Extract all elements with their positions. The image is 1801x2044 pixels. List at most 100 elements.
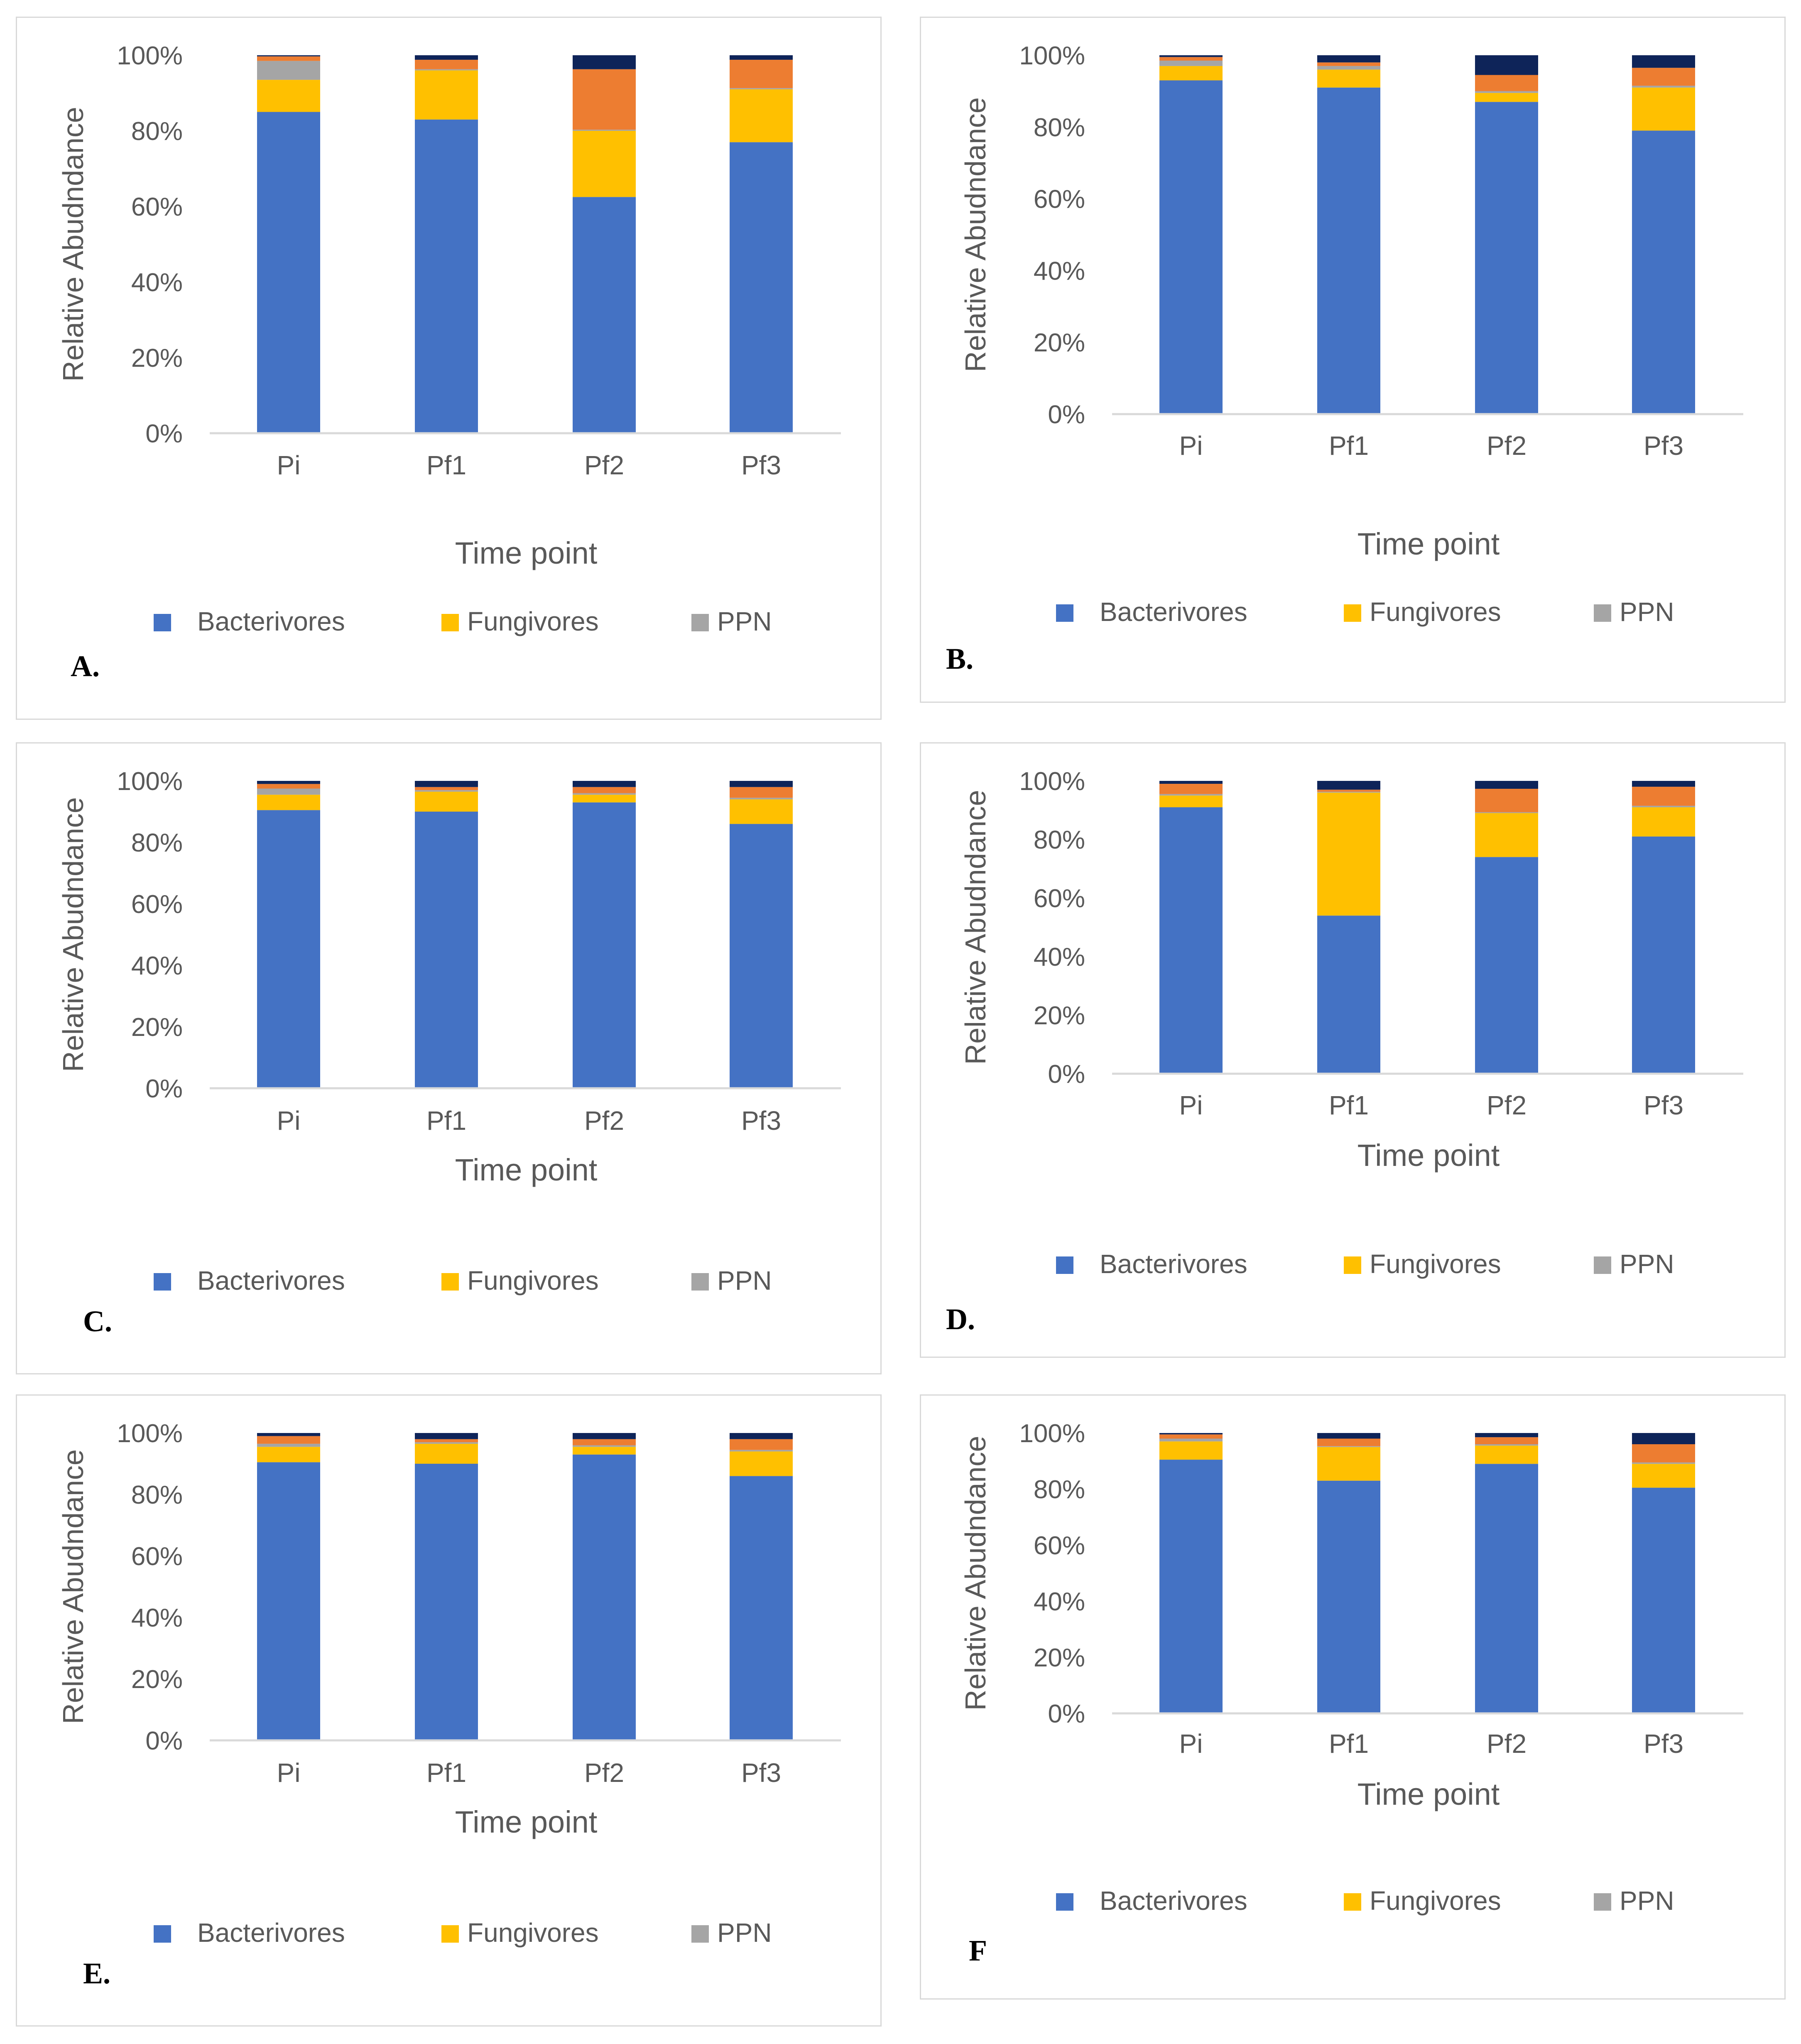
category-label: Pf2	[584, 1106, 624, 1136]
bar-ppn-pi	[257, 1443, 320, 1447]
bar-fungivores-pf3	[730, 799, 793, 824]
bar-omnivores-pi	[1159, 1434, 1223, 1439]
legend-label-ppn: PPN	[1620, 1886, 1674, 1916]
bar-fungivores-pf2	[1475, 93, 1538, 102]
bar-omnivores-pf2	[1475, 75, 1538, 91]
bar-bacterivores-pf2	[573, 802, 636, 1088]
bar-bacterivores-pf3	[730, 824, 793, 1088]
bar-omnivores-pf1	[1317, 1438, 1380, 1446]
panel-letter: F	[969, 1934, 987, 1967]
category-label: Pf1	[426, 1106, 466, 1136]
bar-bacterivores-pf3	[1632, 130, 1695, 414]
bar-omnivores-pi	[1159, 784, 1223, 794]
bar-predators-pi	[257, 1433, 320, 1436]
category-label: Pf3	[741, 1758, 781, 1788]
bar-ppn-pf1	[1317, 792, 1380, 793]
bar-omnivores-pf2	[1475, 1437, 1538, 1444]
y-tick-label: 60%	[131, 1542, 183, 1571]
y-tick-label: 60%	[1034, 185, 1085, 214]
x-axis-title: Time point	[1357, 1777, 1500, 1811]
bar-predators-pf2	[573, 1433, 636, 1439]
y-tick-label: 0%	[1048, 1700, 1085, 1728]
y-tick-label: 0%	[1048, 400, 1085, 429]
y-tick-label: 100%	[1019, 1419, 1085, 1448]
bar-predators-pf1	[415, 781, 478, 787]
legend-label-bacterivores: Bacterivores	[1100, 597, 1247, 627]
x-axis-title: Time point	[455, 1153, 598, 1187]
chart-panel-6: 0% 20% 40% 60% 80% 100% Pi Pf1 Pf2 Pf3 Time point R…	[920, 1394, 1786, 2000]
bar-ppn-pf2	[1475, 812, 1538, 813]
y-tick-label: 100%	[1019, 42, 1085, 70]
legend-label-ppn: PPN	[1620, 597, 1674, 627]
bar-ppn-pf1	[415, 1442, 478, 1444]
bar-ppn-pf2	[1475, 1444, 1538, 1446]
bar-ppn-pi	[257, 788, 320, 795]
panel-letter: D.	[946, 1303, 975, 1336]
bar-omnivores-pf3	[1632, 787, 1695, 806]
category-label: Pf1	[1329, 1729, 1369, 1759]
bar-ppn-pf2	[573, 793, 636, 795]
bar-bacterivores-pi	[1159, 1460, 1223, 1713]
legend-swatch-bacterivores	[154, 1273, 171, 1291]
y-tick-label: 20%	[1034, 1644, 1085, 1672]
legend-swatch-bacterivores	[1056, 1893, 1073, 1911]
y-tick-label: 80%	[131, 1481, 183, 1509]
bar-omnivores-pi	[1159, 57, 1223, 61]
bar-bacterivores-pf2	[573, 1454, 636, 1740]
bar-bacterivores-pf3	[1632, 1487, 1695, 1713]
y-axis-title: Relative Abudndance	[57, 1449, 89, 1724]
bar-omnivores-pf3	[730, 59, 793, 88]
y-axis-title: Relative Abudndance	[959, 790, 992, 1065]
y-tick-label: 40%	[131, 952, 183, 980]
legend-swatch-fungivores	[441, 1273, 459, 1291]
bar-predators-pf1	[1317, 55, 1380, 63]
bar-bacterivores-pf2	[573, 197, 636, 433]
y-tick-label: 20%	[1034, 329, 1085, 357]
category-label: Pf3	[1644, 1729, 1683, 1759]
y-tick-label: 80%	[131, 117, 183, 146]
legend-label-bacterivores: Bacterivores	[1100, 1886, 1247, 1916]
bar-predators-pf3	[730, 55, 793, 60]
bar-fungivores-pi	[257, 1447, 320, 1462]
category-label: Pi	[1179, 431, 1203, 461]
category-label: Pf3	[1644, 431, 1683, 461]
bar-omnivores-pf3	[730, 787, 793, 798]
legend-swatch-bacterivores	[1056, 604, 1073, 622]
bar-fungivores-pi	[1159, 1441, 1223, 1460]
bar-omnivores-pf1	[415, 59, 478, 69]
bar-ppn-pi	[1159, 1438, 1223, 1442]
bar-bacterivores-pf1	[415, 119, 478, 433]
bar-fungivores-pi	[1159, 795, 1223, 807]
panel-letter: C.	[83, 1305, 112, 1338]
y-tick-label: 100%	[1019, 767, 1085, 796]
legend-label-ppn: PPN	[717, 606, 772, 636]
bar-predators-pf2	[573, 55, 636, 69]
legend-swatch-bacterivores	[154, 1925, 171, 1943]
bar-ppn-pf1	[1317, 66, 1380, 70]
legend-swatch-bacterivores	[1056, 1256, 1073, 1274]
y-tick-label: 100%	[117, 1419, 183, 1448]
legend-swatch-ppn	[1594, 1893, 1611, 1911]
category-label: Pf2	[1487, 1729, 1527, 1759]
bar-fungivores-pf1	[415, 791, 478, 812]
bar-fungivores-pf2	[573, 795, 636, 802]
bar-ppn-pi	[1159, 794, 1223, 796]
legend-label-bacterivores: Bacterivores	[1100, 1249, 1247, 1279]
bar-omnivores-pf2	[573, 69, 636, 130]
legend-label-ppn: PPN	[1620, 1249, 1674, 1279]
legend-swatch-fungivores	[441, 1925, 459, 1943]
bar-bacterivores-pi	[1159, 807, 1223, 1074]
bar-bacterivores-pf1	[1317, 87, 1380, 414]
bar-bacterivores-pi	[257, 1462, 320, 1740]
x-axis-title: Time point	[1357, 527, 1500, 561]
category-label: Pf2	[584, 450, 624, 480]
bar-omnivores-pf1	[1317, 790, 1380, 792]
legend-label-fungivores: Fungivores	[1370, 597, 1501, 627]
y-axis-title: Relative Abudndance	[959, 97, 992, 372]
bar-fungivores-pf3	[730, 1451, 793, 1476]
category-label: Pf2	[584, 1758, 624, 1788]
bar-bacterivores-pf2	[1475, 857, 1538, 1074]
legend-swatch-fungivores	[1344, 1256, 1361, 1274]
y-tick-label: 40%	[1034, 257, 1085, 285]
bar-predators-pf2	[1475, 1433, 1538, 1438]
